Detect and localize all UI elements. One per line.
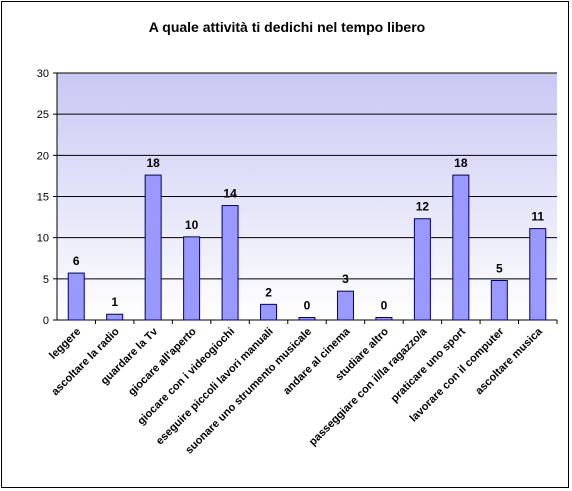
y-tick-label: 5	[43, 274, 49, 286]
bar	[67, 272, 85, 321]
y-tick-label: 20	[37, 150, 49, 162]
bar	[260, 303, 278, 321]
bar	[452, 174, 470, 321]
data-label: 0	[381, 299, 388, 313]
data-label: 2	[265, 285, 272, 299]
y-tick-label: 10	[37, 233, 49, 245]
x-category-label: ascoltare musica	[473, 325, 545, 397]
data-label: 3	[342, 272, 349, 286]
chart-title: A quale attività ti dedichi nel tempo li…	[149, 19, 425, 35]
data-label: 18	[146, 156, 160, 170]
bar	[375, 317, 393, 321]
data-label: 1	[111, 295, 118, 309]
data-label: 6	[73, 254, 80, 268]
data-label: 18	[454, 156, 468, 170]
bar	[144, 174, 162, 321]
data-label: 14	[223, 187, 237, 201]
data-label: 10	[185, 218, 199, 232]
bar	[336, 290, 354, 321]
bar	[106, 313, 124, 321]
x-category-label: giocare all'aperto	[126, 325, 199, 398]
data-label: 5	[496, 261, 503, 275]
bar	[221, 205, 239, 321]
bar	[298, 317, 316, 321]
y-tick-label: 15	[37, 192, 49, 204]
x-category-label: ascoltare la radio	[49, 325, 122, 398]
bar	[529, 228, 547, 321]
x-category-label: praticare uno sport	[389, 325, 469, 405]
data-label: 12	[416, 200, 430, 214]
bar	[183, 236, 201, 321]
x-category-label: leggere	[47, 326, 83, 362]
bar	[490, 279, 508, 321]
x-category-label: andare al cinema	[281, 325, 353, 397]
data-label: 0	[304, 299, 311, 313]
y-tick-label: 25	[37, 109, 49, 121]
y-tick-label: 30	[37, 68, 49, 80]
data-label: 11	[531, 210, 544, 224]
y-tick-label: 0	[43, 315, 49, 327]
bar	[413, 218, 431, 321]
